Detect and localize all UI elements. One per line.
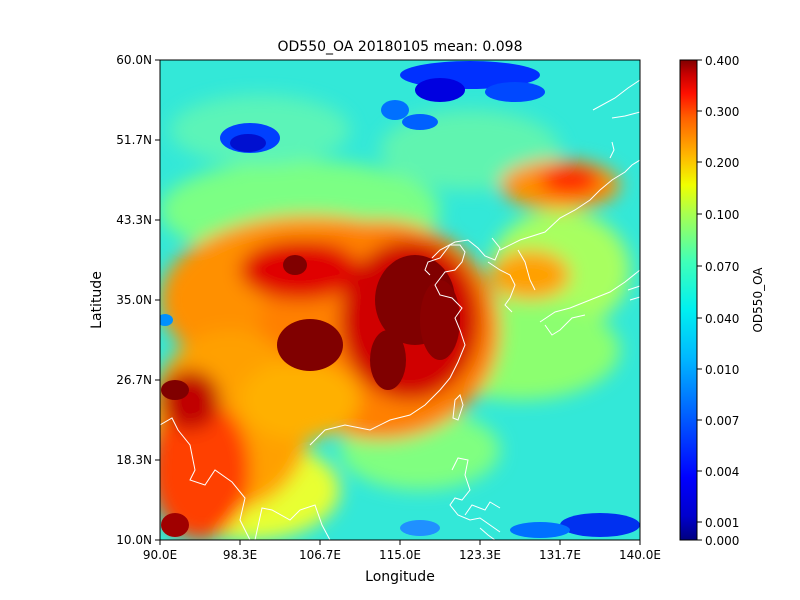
svg-text:0.001: 0.001 xyxy=(705,516,739,530)
low-value-patches xyxy=(160,61,640,538)
y-axis: 60.0N 51.7N 43.3N 35.0N 26.7N 18.3N 10.0… xyxy=(116,53,160,547)
x-tick: 90.0E xyxy=(143,540,177,562)
svg-text:0.200: 0.200 xyxy=(705,156,739,170)
y-tick: 26.7N xyxy=(116,373,160,387)
colorbar-tick: 0.400 xyxy=(697,54,739,68)
svg-text:90.0E: 90.0E xyxy=(143,548,177,562)
x-axis: 90.0E 98.3E 106.7E 115.0E 123.3E 131.7E … xyxy=(143,540,661,562)
colorbar-tick: 0.004 xyxy=(697,465,739,479)
x-tick: 140.0E xyxy=(619,540,661,562)
svg-text:35.0N: 35.0N xyxy=(116,293,152,307)
colorbar-label: OD550_OA xyxy=(751,267,765,333)
svg-text:131.7E: 131.7E xyxy=(539,548,581,562)
colorbar-tick: 0.100 xyxy=(697,208,739,222)
y-tick: 18.3N xyxy=(116,453,160,467)
y-tick: 10.0N xyxy=(116,533,160,547)
svg-text:0.300: 0.300 xyxy=(705,105,739,119)
colorbar-tick: 0.040 xyxy=(697,312,739,326)
colorbar-gradient xyxy=(679,59,698,541)
svg-text:140.0E: 140.0E xyxy=(619,548,661,562)
colorbar-tick: 0.200 xyxy=(697,156,739,170)
svg-text:0.000: 0.000 xyxy=(705,534,739,548)
svg-text:0.100: 0.100 xyxy=(705,208,739,222)
x-axis-label: Longitude xyxy=(365,569,435,585)
x-tick: 123.3E xyxy=(459,540,501,562)
aerosol-field xyxy=(160,60,640,540)
x-tick: 115.0E xyxy=(379,540,421,562)
svg-text:43.3N: 43.3N xyxy=(116,213,152,227)
svg-text:51.7N: 51.7N xyxy=(116,133,152,147)
svg-text:106.7E: 106.7E xyxy=(299,548,341,562)
svg-text:0.004: 0.004 xyxy=(705,465,739,479)
y-tick: 43.3N xyxy=(116,213,160,227)
colorbar-tick: 0.010 xyxy=(697,363,739,377)
svg-text:115.0E: 115.0E xyxy=(379,548,421,562)
svg-text:60.0N: 60.0N xyxy=(116,53,152,67)
x-tick: 98.3E xyxy=(223,540,257,562)
svg-text:18.3N: 18.3N xyxy=(116,453,152,467)
colorbar: 0.400 0.300 0.200 0.100 0.070 0.040 0.01… xyxy=(679,54,765,548)
svg-text:123.3E: 123.3E xyxy=(459,548,501,562)
svg-text:26.7N: 26.7N xyxy=(116,373,152,387)
hotspot-cores xyxy=(161,255,460,537)
colorbar-tick: 0.007 xyxy=(697,414,739,428)
y-tick: 35.0N xyxy=(116,293,160,307)
x-tick: 106.7E xyxy=(299,540,341,562)
colorbar-tick: 0.070 xyxy=(697,260,739,274)
svg-text:0.040: 0.040 xyxy=(705,312,739,326)
y-axis-label: Latitude xyxy=(89,271,105,329)
coastlines xyxy=(160,79,640,540)
colorbar-tick: 0.300 xyxy=(697,105,739,119)
figure-title: OD550_OA 20180105 mean: 0.098 xyxy=(278,39,523,55)
svg-text:0.400: 0.400 xyxy=(705,54,739,68)
x-tick: 131.7E xyxy=(539,540,581,562)
svg-text:0.070: 0.070 xyxy=(705,260,739,274)
colorbar-tick: 0.000 xyxy=(697,534,739,548)
colorbar-tick: 0.001 xyxy=(697,516,739,530)
y-tick: 51.7N xyxy=(116,133,160,147)
svg-text:10.0N: 10.0N xyxy=(116,533,152,547)
svg-text:98.3E: 98.3E xyxy=(223,548,257,562)
svg-text:0.010: 0.010 xyxy=(705,363,739,377)
y-tick: 60.0N xyxy=(116,53,160,67)
svg-text:0.007: 0.007 xyxy=(705,414,739,428)
